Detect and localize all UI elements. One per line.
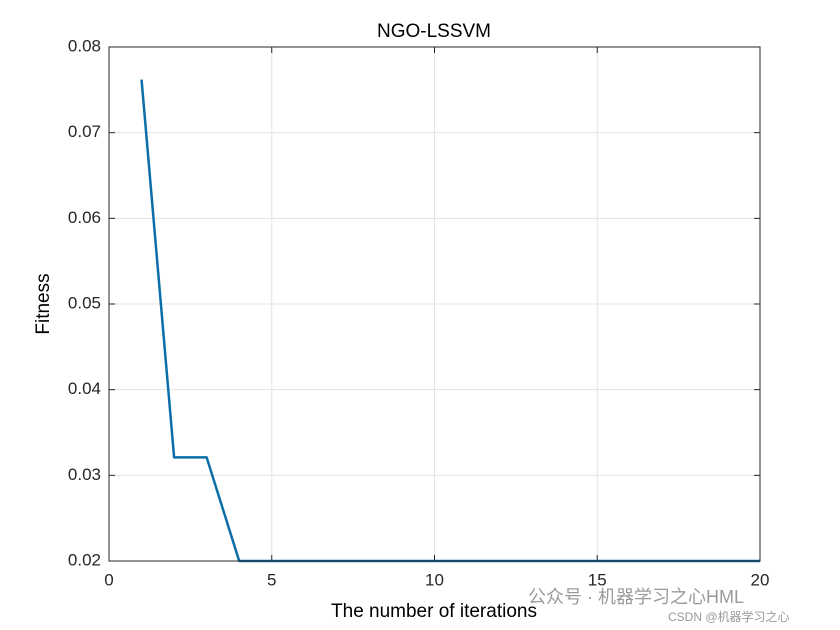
x-tick-label: 0 (104, 570, 113, 589)
y-tick-label: 0.04 (68, 379, 101, 398)
y-tick-label: 0.06 (68, 208, 101, 227)
y-tick-label: 0.08 (68, 36, 101, 55)
x-axis-title: The number of iterations (331, 601, 537, 622)
x-tick-label: 15 (588, 570, 607, 589)
y-tick-label: 0.07 (68, 122, 101, 141)
y-axis-title: Fitness (33, 273, 54, 334)
watermark: 公众号 · 机器学习之心HML (528, 587, 744, 607)
x-tick-label: 5 (267, 570, 276, 589)
x-tick-label: 20 (751, 570, 770, 589)
chart-title: NGO-LSSVM (377, 21, 491, 42)
y-tick-label: 0.05 (68, 293, 101, 312)
y-tick-label: 0.03 (68, 465, 101, 484)
watermark: CSDN @机器学习之心 (668, 609, 790, 624)
x-tick-label: 10 (425, 570, 444, 589)
y-tick-label: 0.02 (68, 550, 101, 569)
